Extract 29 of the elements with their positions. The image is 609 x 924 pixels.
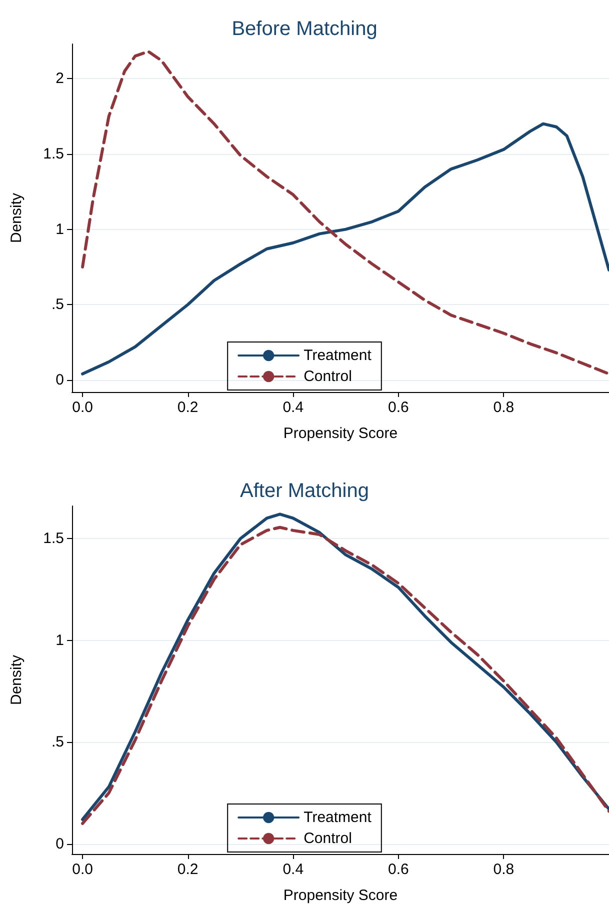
chart-title: Before Matching <box>232 18 378 40</box>
x-tick-label: 0.0 <box>72 861 93 878</box>
y-axis-title: Density <box>8 654 25 706</box>
legend-label: Treatment <box>304 347 372 364</box>
x-tick-label: 0.8 <box>493 399 514 416</box>
x-tick-label: 0.0 <box>72 399 93 416</box>
x-tick-label: 0.6 <box>388 861 409 878</box>
x-tick-label: 0.4 <box>282 861 304 878</box>
y-tick-label: 0 <box>56 835 64 852</box>
x-axis-title: Propensity Score <box>283 425 398 442</box>
legend-label: Treatment <box>304 809 372 826</box>
x-tick-label: 0.6 <box>388 399 409 416</box>
y-axis-title: Density <box>8 192 25 244</box>
x-tick-label: 0.2 <box>177 399 198 416</box>
legend-label: Control <box>304 830 352 847</box>
y-tick-label: 1 <box>56 632 64 649</box>
x-axis-title: Propensity Score <box>283 887 398 904</box>
y-tick-label: .5 <box>51 734 64 751</box>
x-tick-label: 0.4 <box>282 399 304 416</box>
y-tick-label: 2 <box>56 70 64 88</box>
y-tick-label: 1.5 <box>43 530 64 548</box>
x-tick-label: 0.8 <box>493 861 514 878</box>
x-tick-label: 0.2 <box>177 861 198 878</box>
y-tick-label: 1.5 <box>43 145 64 162</box>
legend-label: Control <box>304 368 352 385</box>
y-tick-label: .5 <box>51 296 64 314</box>
chart-title: After Matching <box>240 480 369 502</box>
y-tick-label: 0 <box>56 371 64 388</box>
y-tick-label: 1 <box>56 220 64 238</box>
